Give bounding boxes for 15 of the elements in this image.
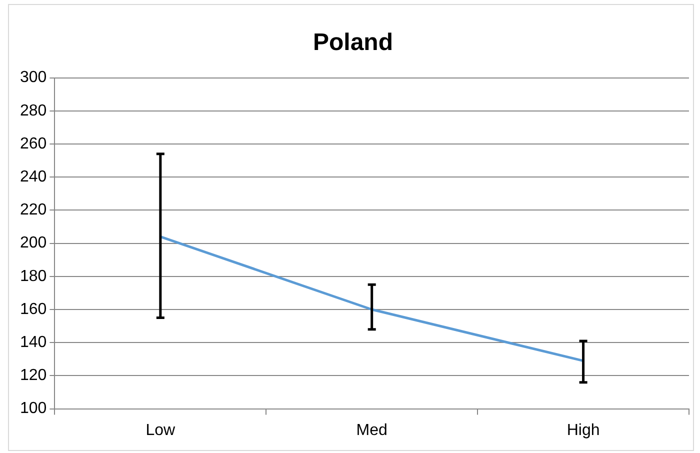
y-tick-label: 280 [20, 102, 47, 120]
chart-title: Poland [312, 29, 394, 56]
y-tick-label: 180 [20, 268, 47, 285]
x-tick-label: High [566, 422, 600, 439]
y-tick-label: 300 [20, 69, 47, 86]
y-tick-label: 140 [20, 334, 47, 352]
y-tick-label: 240 [20, 168, 47, 186]
x-tick-label: Med [356, 422, 388, 439]
y-tick-label: 220 [20, 202, 47, 219]
y-tick-label: 260 [20, 135, 47, 152]
y-tick-label: 120 [20, 367, 47, 384]
y-tick-label: 160 [20, 300, 47, 318]
y-tick-label: 200 [20, 234, 47, 252]
x-tick-label: Low [146, 422, 176, 439]
y-tick-label: 100 [20, 400, 47, 418]
